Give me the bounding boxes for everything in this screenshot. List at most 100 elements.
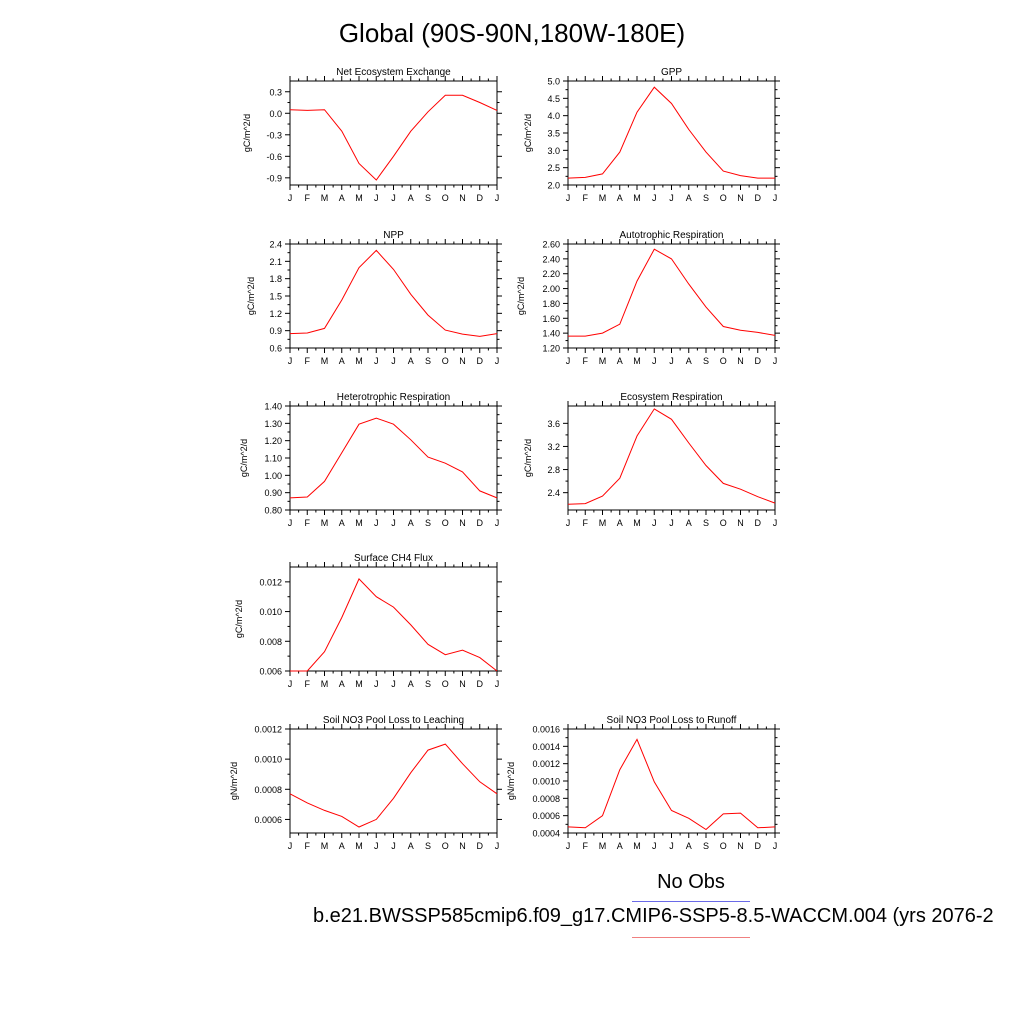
x-tick-label: A bbox=[686, 356, 692, 366]
y-tick-label: 1.10 bbox=[264, 454, 282, 464]
y-tick-label: 0.9 bbox=[269, 326, 282, 336]
x-tick-label: D bbox=[755, 518, 762, 528]
y-tick-label: 1.40 bbox=[264, 402, 282, 412]
y-tick-label: 1.20 bbox=[264, 436, 282, 446]
x-tick-label: M bbox=[355, 841, 363, 851]
x-tick-label: F bbox=[583, 518, 589, 528]
y-tick-label: 4.5 bbox=[547, 94, 560, 104]
x-tick-label: J bbox=[566, 193, 571, 203]
x-tick-label: D bbox=[477, 193, 484, 203]
y-tick-label: 2.00 bbox=[542, 284, 560, 294]
x-tick-label: D bbox=[477, 841, 484, 851]
x-tick-label: J bbox=[288, 679, 293, 689]
y-tick-label: 0.0010 bbox=[254, 755, 282, 765]
x-tick-label: J bbox=[374, 841, 379, 851]
x-tick-label: O bbox=[442, 841, 449, 851]
x-tick-label: J bbox=[669, 518, 674, 528]
series-line bbox=[290, 578, 498, 672]
plot-frame bbox=[289, 405, 498, 511]
y-tick-label: 0.80 bbox=[264, 506, 282, 516]
x-tick-label: A bbox=[617, 193, 623, 203]
y-tick-label: 0.0010 bbox=[532, 777, 560, 787]
y-tick-label: 0.3 bbox=[269, 87, 282, 97]
x-tick-label: A bbox=[408, 841, 414, 851]
x-tick-label: J bbox=[374, 518, 379, 528]
y-axis-label: gC/m^2/d bbox=[523, 114, 533, 152]
series-line bbox=[289, 94, 498, 181]
x-tick-label: M bbox=[633, 518, 641, 528]
x-tick-label: A bbox=[339, 356, 345, 366]
series-line bbox=[568, 248, 776, 337]
y-tick-label: 3.6 bbox=[547, 419, 560, 429]
x-tick-label: J bbox=[288, 518, 293, 528]
x-tick-label: O bbox=[442, 356, 449, 366]
x-tick-label: J bbox=[773, 518, 778, 528]
chart-title: NPP bbox=[383, 230, 404, 241]
y-tick-label: 0.0004 bbox=[532, 829, 560, 839]
x-tick-label: J bbox=[773, 841, 778, 851]
x-tick-label: A bbox=[339, 518, 345, 528]
x-tick-label: J bbox=[374, 356, 379, 366]
x-tick-label: D bbox=[755, 841, 762, 851]
x-tick-label: M bbox=[321, 193, 329, 203]
y-tick-label: 0.010 bbox=[259, 607, 282, 617]
x-tick-label: F bbox=[305, 193, 311, 203]
x-tick-label: S bbox=[425, 356, 431, 366]
legend-line-obs bbox=[632, 901, 750, 902]
chart-title: Surface CH4 Flux bbox=[354, 553, 433, 564]
y-tick-label: 1.5 bbox=[269, 292, 282, 302]
x-tick-label: J bbox=[652, 356, 657, 366]
y-tick-label: 2.8 bbox=[547, 465, 560, 475]
y-axis-label: gC/m^2/d bbox=[523, 439, 533, 477]
x-tick-label: J bbox=[773, 193, 778, 203]
y-tick-label: 3.2 bbox=[547, 442, 560, 452]
x-tick-label: O bbox=[720, 518, 727, 528]
y-tick-label: 1.20 bbox=[542, 344, 560, 354]
chart-title: Heterotrophic Respiration bbox=[337, 392, 450, 403]
x-tick-label: O bbox=[720, 356, 727, 366]
x-tick-label: J bbox=[495, 679, 500, 689]
x-tick-label: J bbox=[652, 518, 657, 528]
y-tick-label: -0.3 bbox=[266, 130, 282, 140]
x-tick-label: M bbox=[321, 518, 329, 528]
x-tick-label: F bbox=[305, 518, 311, 528]
x-tick-label: J bbox=[391, 841, 396, 851]
series-line bbox=[289, 249, 498, 337]
y-tick-label: 2.1 bbox=[269, 257, 282, 267]
y-tick-label: 0.90 bbox=[264, 488, 282, 498]
x-tick-label: J bbox=[495, 518, 500, 528]
plot-frame bbox=[567, 728, 776, 834]
x-tick-label: M bbox=[599, 193, 607, 203]
x-tick-label: J bbox=[773, 356, 778, 366]
x-tick-label: J bbox=[391, 356, 396, 366]
x-tick-label: M bbox=[321, 356, 329, 366]
x-tick-label: A bbox=[686, 193, 692, 203]
x-tick-label: A bbox=[617, 356, 623, 366]
y-tick-label: 2.60 bbox=[542, 240, 560, 250]
y-tick-label: 0.0008 bbox=[254, 785, 282, 795]
y-tick-label: 1.8 bbox=[269, 274, 282, 284]
x-tick-label: M bbox=[355, 518, 363, 528]
x-tick-label: M bbox=[599, 841, 607, 851]
plot-frame bbox=[567, 405, 776, 511]
x-tick-label: N bbox=[459, 841, 466, 851]
x-tick-label: J bbox=[495, 356, 500, 366]
x-tick-label: D bbox=[477, 679, 484, 689]
y-tick-label: 1.60 bbox=[542, 314, 560, 324]
y-tick-label: 1.40 bbox=[542, 329, 560, 339]
x-tick-label: M bbox=[633, 356, 641, 366]
y-tick-label: -0.6 bbox=[266, 152, 282, 162]
case-label: b.e21.BWSSP585cmip6.f09_g17.CMIP6-SSP5-8… bbox=[313, 905, 994, 927]
y-tick-label: 2.0 bbox=[547, 181, 560, 191]
y-axis-label: gC/m^2/d bbox=[234, 600, 244, 638]
chart-title: Autotrophic Respiration bbox=[620, 230, 724, 241]
y-tick-label: 4.0 bbox=[547, 111, 560, 121]
x-tick-label: F bbox=[583, 193, 589, 203]
x-tick-label: N bbox=[737, 518, 744, 528]
y-tick-label: 1.00 bbox=[264, 471, 282, 481]
